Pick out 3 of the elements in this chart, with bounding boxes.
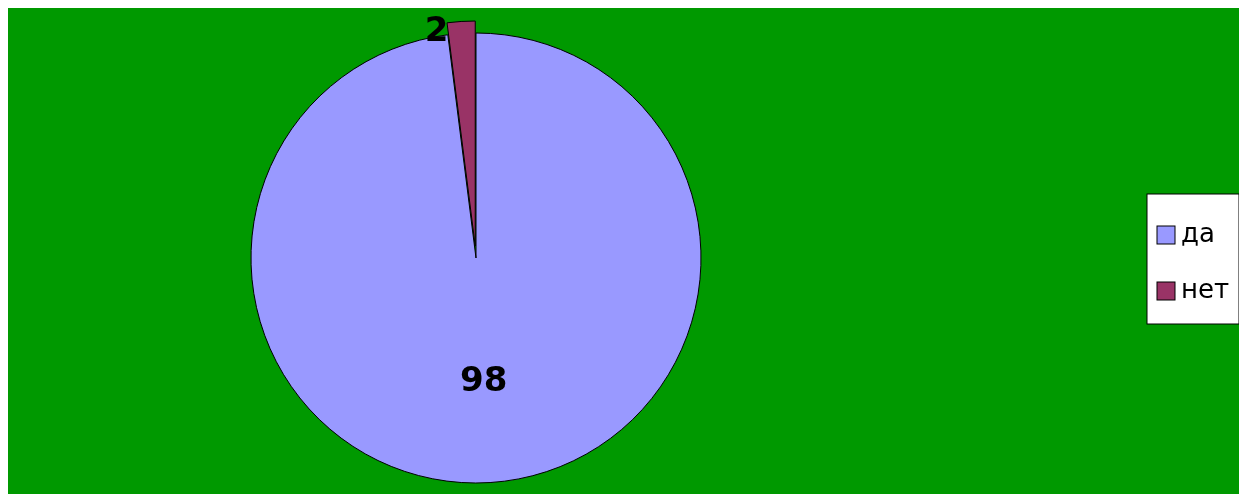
legend-label: нет — [1181, 274, 1230, 304]
legend-label: да — [1181, 218, 1215, 248]
data-label: 98 — [460, 359, 508, 400]
